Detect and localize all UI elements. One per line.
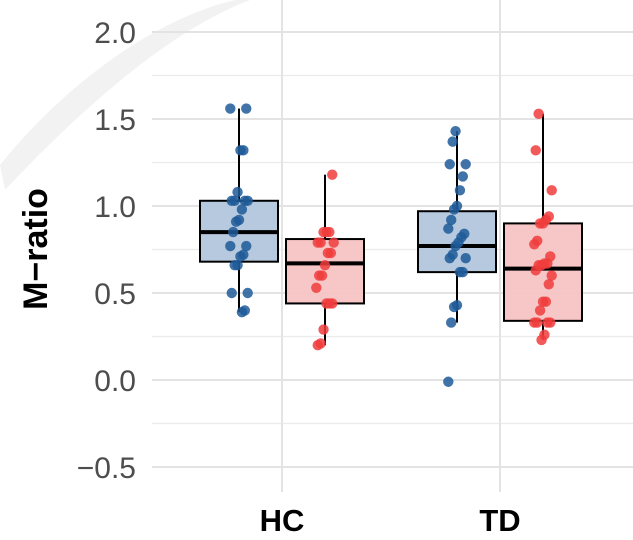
data-point	[444, 159, 455, 170]
data-point	[443, 223, 454, 234]
grid	[152, 0, 633, 492]
data-point	[236, 204, 248, 215]
data-point	[529, 239, 540, 250]
data-point	[228, 226, 239, 238]
data-point	[443, 376, 454, 387]
point-layer	[225, 103, 557, 387]
data-point	[534, 305, 546, 316]
data-point	[312, 237, 323, 248]
y-tick-label: 0.0	[94, 365, 136, 398]
data-point	[454, 266, 466, 278]
data-point	[235, 251, 246, 262]
data-point	[328, 237, 339, 248]
data-point	[318, 324, 329, 335]
data-point	[242, 287, 253, 299]
data-point	[530, 145, 541, 156]
data-point	[529, 317, 540, 328]
data-point	[232, 186, 243, 198]
data-point	[318, 226, 329, 238]
data-point	[314, 270, 325, 281]
data-point	[225, 103, 236, 114]
data-point	[543, 279, 554, 290]
data-point	[534, 218, 546, 229]
data-point	[460, 253, 471, 264]
data-point	[239, 195, 250, 206]
y-tick-label: −0.5	[77, 452, 136, 485]
data-point	[446, 317, 457, 328]
data-point	[229, 259, 240, 271]
data-point	[226, 195, 237, 206]
data-point	[460, 159, 471, 170]
data-point	[236, 306, 248, 318]
data-point	[546, 270, 557, 281]
data-point	[241, 240, 252, 252]
data-point	[321, 298, 332, 309]
data-point	[450, 125, 461, 137]
data-point	[530, 265, 541, 276]
x-category-label: HC	[260, 503, 305, 538]
data-point	[241, 103, 252, 114]
data-point	[226, 287, 237, 299]
data-point	[454, 185, 466, 196]
y-tick-label: 2.0	[94, 17, 136, 50]
y-tick-label: 0.5	[94, 278, 136, 311]
data-point	[450, 240, 461, 252]
data-point	[537, 296, 549, 307]
data-point	[457, 171, 468, 182]
data-point	[536, 334, 547, 346]
data-point	[319, 259, 331, 271]
data-point	[312, 340, 323, 351]
y-axis-ticks: −0.5 0.0 0.5 1.0 1.5 2.0	[77, 17, 136, 485]
data-point	[327, 169, 338, 180]
data-point	[225, 240, 236, 252]
data-point	[444, 253, 455, 264]
box-layer	[199, 108, 583, 346]
data-point	[546, 185, 557, 196]
data-point	[230, 216, 242, 227]
y-axis-title: M−ratio	[17, 188, 55, 310]
data-point	[446, 214, 457, 226]
data-point	[448, 301, 460, 313]
x-axis-categories: HC TD	[260, 503, 521, 538]
data-point	[322, 247, 334, 259]
data-point	[542, 317, 553, 328]
data-point	[448, 204, 460, 215]
x-category-label: TD	[479, 503, 520, 538]
data-point	[447, 136, 458, 147]
box-group-hc-red	[285, 174, 365, 346]
y-tick-label: 1.5	[94, 104, 136, 137]
data-point	[311, 282, 322, 293]
data-point	[533, 108, 544, 119]
data-point	[235, 145, 246, 156]
y-tick-label: 1.0	[94, 191, 136, 224]
